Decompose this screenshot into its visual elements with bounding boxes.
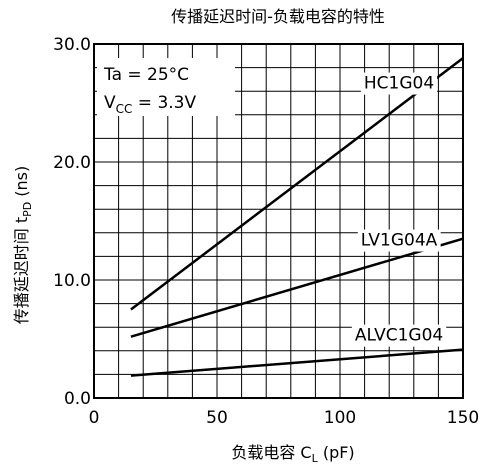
x-axis-label-main: 负载电容 C [231,443,311,462]
series-label-background [351,324,447,347]
series-line-alvc1g04 [130,348,464,377]
annotation-box [97,58,235,116]
series-label-lv1g04a: LV1G04A [361,231,438,251]
annotation-voltage-symbol: V [104,93,116,113]
annotation-temperature: Ta = 25°C [103,65,189,85]
y-tick-label: 0.0 [64,389,91,409]
x-axis-label-unit: (pF) [318,443,355,462]
series-line-hc1g04 [130,57,464,311]
x-tick-label: 150 [447,408,479,428]
x-tick-label: 50 [206,408,228,428]
chart-title: 传播延迟时间-负载电容的特性 [171,7,385,26]
annotation-voltage-value: = 3.3V [132,93,196,113]
series-label-alvc1g04: ALVC1G04 [355,326,443,346]
annotation-voltage: VCC = 3.3V [104,93,196,116]
y-axis-label-sub: PD [21,202,34,217]
series-label-hc1g04: HC1G04 [364,74,434,94]
y-tick-label: 20.0 [53,153,91,173]
x-tick-label: 100 [324,408,356,428]
x-axis-label-sub: L [312,452,319,465]
y-axis-label-unit: (ns) [12,166,31,202]
y-axis-label-main: 传播延迟时间 t [12,217,31,324]
annotation-voltage-sub: CC [116,102,133,116]
y-tick-label: 10.0 [53,271,91,291]
y-axis-label: 传播延迟时间 tPD (ns) [12,166,34,325]
y-tick-label: 30.0 [53,35,91,55]
x-axis-label: 负载电容 CL (pF) [231,443,354,465]
series-labels: HC1G04 LV1G04A ALVC1G04 [351,72,447,347]
series-label-background [357,229,441,252]
series-label-background [360,72,438,95]
series-line-lv1g04a [130,237,464,338]
tick-labels: 0 50 100 150 0.0 10.0 20.0 30.0 [53,35,479,428]
plot-frame [93,43,464,399]
series-lines [130,57,464,377]
x-tick-label: 0 [89,408,100,428]
